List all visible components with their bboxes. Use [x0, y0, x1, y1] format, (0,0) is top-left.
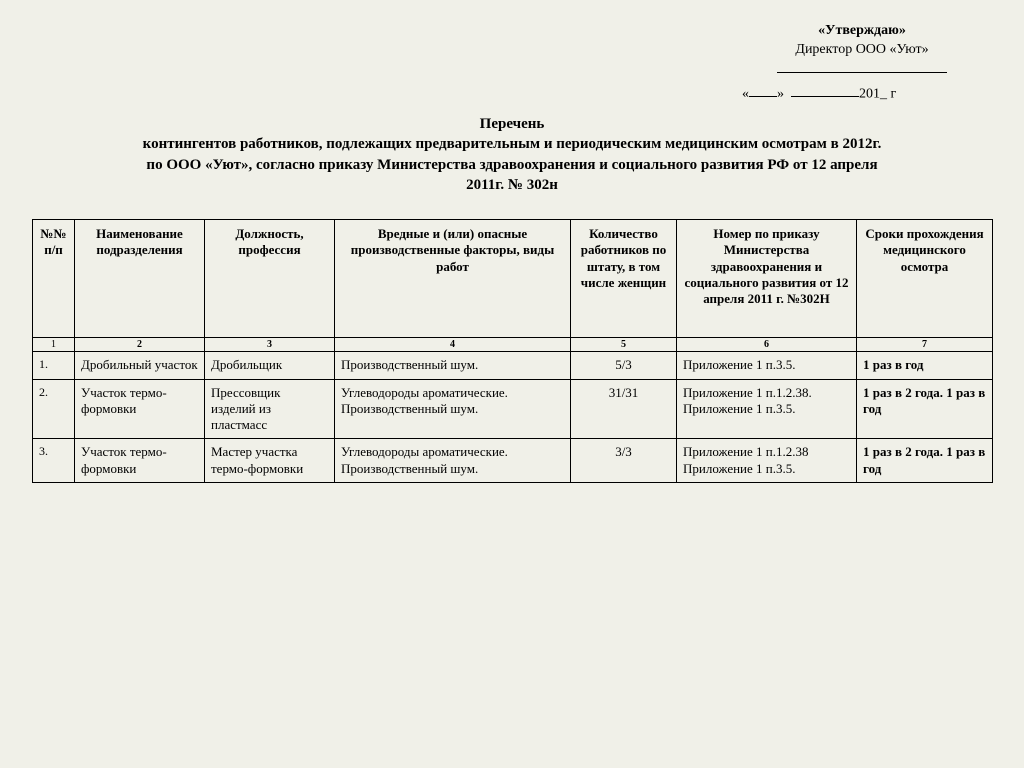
table-row: 2. Участок термо-формовки Прессовщик изд…: [33, 379, 993, 439]
th-1: №№ п/п: [33, 220, 75, 338]
approval-title: «Утверждаю»: [742, 22, 982, 41]
table-body: 1 2 3 4 5 6 7 1. Дробильный участок Дроб…: [33, 338, 993, 483]
table-header-row: №№ п/п Наименование подразделения Должно…: [33, 220, 993, 338]
colnum-1: 1: [33, 338, 75, 352]
approval-signature-line: [742, 60, 982, 80]
th-4: Вредные и (или) опасные производственные…: [335, 220, 571, 338]
cell-order: Приложение 1 п.3.5.: [677, 352, 857, 379]
title-line-4: 2011г. № 302н: [32, 175, 992, 195]
cell-job: Дробильщик: [205, 352, 335, 379]
cell-count: 3/3: [571, 439, 677, 483]
cell-factors: Углеводороды ароматические. Производстве…: [335, 439, 571, 483]
cell-factors: Производственный шум.: [335, 352, 571, 379]
cell-factors: Углеводороды ароматические. Производстве…: [335, 379, 571, 439]
th-2: Наименование подразделения: [75, 220, 205, 338]
cell-n: 2.: [33, 379, 75, 439]
approval-block: «Утверждаю» Директор ООО «Уют» « » 201_ г: [742, 22, 982, 104]
date-month-blank: [791, 84, 859, 97]
date-day-blank: [749, 84, 777, 97]
colnum-3: 3: [205, 338, 335, 352]
table-colnum-row: 1 2 3 4 5 6 7: [33, 338, 993, 352]
cell-n: 3.: [33, 439, 75, 483]
title-line-3: по ООО «Уют», согласно приказу Министерс…: [32, 155, 992, 175]
colnum-5: 5: [571, 338, 677, 352]
th-5: Количество работников по штату, в том чи…: [571, 220, 677, 338]
cell-count: 31/31: [571, 379, 677, 439]
date-year: 201_ г: [859, 86, 896, 101]
colnum-4: 4: [335, 338, 571, 352]
cell-n: 1.: [33, 352, 75, 379]
cell-dept: Участок термо-формовки: [75, 439, 205, 483]
main-table: №№ п/п Наименование подразделения Должно…: [32, 219, 993, 483]
colnum-6: 6: [677, 338, 857, 352]
colnum-7: 7: [857, 338, 993, 352]
cell-job: Мастер участка термо-формовки: [205, 439, 335, 483]
cell-period: 1 раз в 2 года. 1 раз в год: [857, 439, 993, 483]
cell-period: 1 раз в 2 года. 1 раз в год: [857, 379, 993, 439]
title-line-1: Перечень: [32, 114, 992, 134]
approval-date-line: « » 201_ г: [742, 84, 982, 104]
table-head: №№ п/п Наименование подразделения Должно…: [33, 220, 993, 338]
table-row: 1. Дробильный участок Дробильщик Произво…: [33, 352, 993, 379]
cell-count: 5/3: [571, 352, 677, 379]
date-mid: »: [777, 86, 784, 101]
cell-order: Приложение 1 п.1.2.38 Приложение 1 п.3.5…: [677, 439, 857, 483]
cell-period: 1 раз в год: [857, 352, 993, 379]
title-line-2: контингентов работников, подлежащих пред…: [32, 134, 992, 154]
cell-order: Приложение 1 п.1.2.38. Приложение 1 п.3.…: [677, 379, 857, 439]
th-3: Должность, профессия: [205, 220, 335, 338]
document-title: Перечень контингентов работников, подлеж…: [32, 114, 992, 195]
th-6: Номер по приказу Министерства здравоохра…: [677, 220, 857, 338]
approval-director: Директор ООО «Уют»: [742, 41, 982, 60]
cell-job: Прессовщик изделий из пластмасс: [205, 379, 335, 439]
th-7: Сроки прохождения медицинского осмотра: [857, 220, 993, 338]
colnum-2: 2: [75, 338, 205, 352]
date-prefix: «: [742, 86, 749, 101]
cell-dept: Дробильный участок: [75, 352, 205, 379]
table-row: 3. Участок термо-формовки Мастер участка…: [33, 439, 993, 483]
cell-dept: Участок термо-формовки: [75, 379, 205, 439]
